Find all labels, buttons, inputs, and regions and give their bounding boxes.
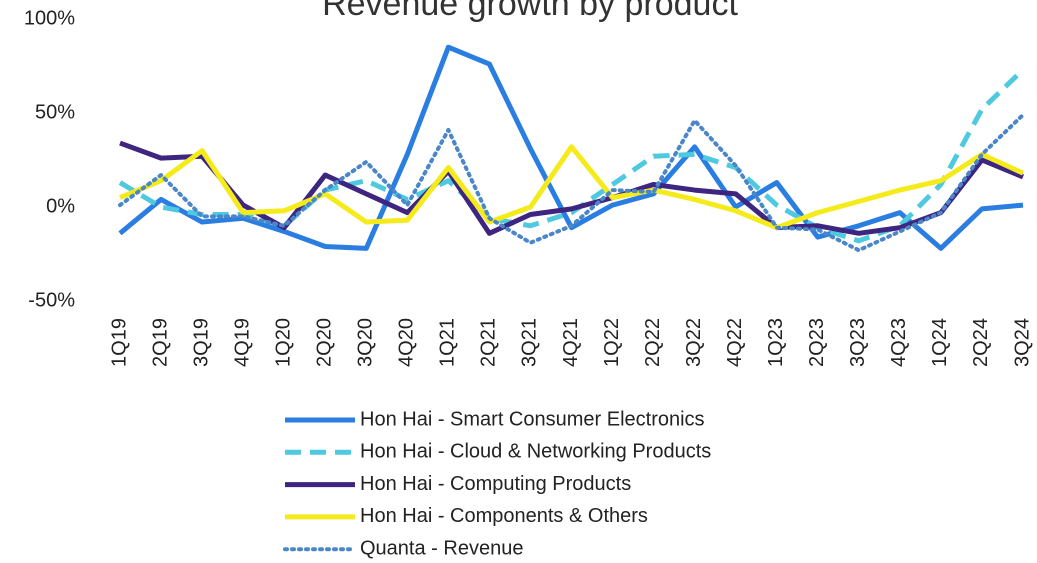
series-line — [118, 112, 1025, 253]
x-tick-label: 1Q20 — [272, 318, 294, 367]
x-tick-label: 1Q22 — [601, 318, 623, 367]
series-line — [119, 144, 1025, 231]
x-tick-label: 4Q19 — [231, 318, 253, 367]
x-tick-label: 1Q24 — [929, 318, 951, 367]
x-tick-label: 3Q21 — [519, 318, 541, 367]
x-tick-label: 3Q24 — [1011, 318, 1033, 367]
x-tick-label: 3Q23 — [847, 318, 869, 367]
x-tick-label: 2Q22 — [642, 318, 664, 367]
x-tick-label: 1Q19 — [108, 318, 130, 367]
legend-label: Hon Hai - Smart Consumer Electronics — [360, 408, 705, 430]
series-line — [119, 140, 1024, 236]
x-tick-label: 2Q20 — [314, 318, 336, 367]
chart-title: Revenue growth by product — [322, 0, 738, 23]
x-tick-label: 1Q23 — [765, 318, 787, 367]
x-tick-label: 3Q19 — [190, 318, 212, 367]
legend-label: Quanta - Revenue — [360, 537, 523, 559]
x-tick-label: 4Q23 — [888, 318, 910, 367]
y-tick-label: 0% — [46, 195, 75, 217]
x-tick-label: 2Q24 — [970, 318, 992, 367]
x-tick-label: 4Q21 — [560, 318, 582, 367]
x-tick-label: 2Q23 — [806, 318, 828, 367]
x-tick-label: 4Q22 — [724, 318, 746, 367]
x-tick-label: 4Q20 — [396, 318, 418, 367]
x-tick-label: 2Q19 — [149, 318, 171, 367]
x-tick-label: 2Q21 — [478, 318, 500, 367]
legend-label: Hon Hai - Components & Others — [360, 505, 648, 527]
legend-label: Hon Hai - Computing Products — [360, 473, 631, 495]
y-tick-label: 50% — [35, 101, 75, 123]
y-tick-label: 100% — [24, 7, 75, 29]
legend-label: Hon Hai - Cloud & Networking Products — [360, 441, 711, 463]
x-tick-label: 1Q21 — [437, 318, 459, 367]
y-tick-label: -50% — [28, 289, 75, 311]
x-tick-label: 3Q22 — [683, 318, 705, 367]
x-tick-label: 3Q20 — [355, 318, 377, 367]
